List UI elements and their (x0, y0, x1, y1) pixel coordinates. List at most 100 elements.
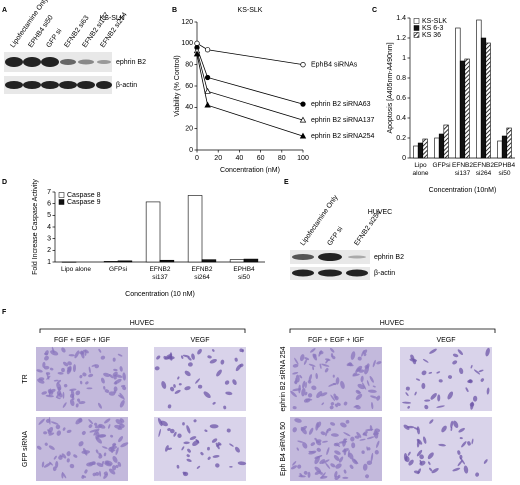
cell (343, 469, 347, 474)
row-label: ephrin B2 siRNA 254 (280, 346, 287, 411)
cell (61, 471, 67, 479)
cell (94, 422, 98, 426)
cell (408, 459, 414, 466)
cell (437, 394, 441, 402)
cell (79, 380, 83, 385)
column-label: FGF + EGF + IGF (308, 337, 364, 344)
cell (329, 405, 334, 410)
cell (72, 364, 76, 373)
cell (340, 422, 347, 428)
bar (434, 137, 440, 159)
cell (467, 441, 471, 446)
group-label: HUVEC (380, 320, 405, 327)
bar (459, 60, 466, 159)
cell (212, 349, 215, 352)
cell (101, 446, 108, 449)
cell (365, 474, 369, 479)
cell (359, 438, 366, 441)
cell (316, 421, 322, 428)
cell (347, 449, 350, 458)
cell (453, 420, 459, 428)
cell (354, 404, 361, 410)
cell (62, 391, 65, 399)
cell (372, 359, 376, 368)
cell (307, 471, 311, 478)
cell (98, 423, 106, 429)
cell (103, 372, 111, 377)
cell (53, 455, 57, 460)
cell (86, 387, 93, 390)
cell (349, 464, 354, 469)
cell (101, 460, 104, 466)
cell (361, 382, 367, 390)
cell (186, 454, 190, 458)
cell (43, 431, 48, 435)
point (204, 74, 211, 81)
cell (47, 389, 54, 395)
cell (108, 424, 111, 429)
legend-label: Caspase 8 (67, 192, 101, 199)
cell (160, 420, 168, 427)
cell (458, 367, 464, 375)
cell (363, 349, 368, 354)
cell (189, 436, 197, 440)
point (300, 101, 306, 107)
cell (429, 467, 433, 472)
legend-label: KS-SLK (422, 18, 447, 25)
cell (186, 458, 192, 462)
cell (305, 398, 313, 401)
cell (294, 357, 299, 365)
cell (421, 382, 426, 390)
cell (409, 358, 418, 362)
bar (443, 124, 449, 159)
band-label: β-actin (374, 270, 395, 277)
y-tick-label: 7 (47, 189, 51, 196)
y-tick-label: 20 (185, 126, 193, 133)
cell (187, 356, 192, 361)
cell (299, 473, 303, 477)
cell (448, 375, 453, 379)
cell (310, 442, 315, 446)
cell (229, 443, 234, 447)
cell (215, 463, 220, 468)
cell (450, 420, 454, 429)
cell (57, 372, 64, 375)
cell (483, 459, 488, 464)
cell (82, 372, 87, 377)
cell (308, 427, 314, 435)
cell (176, 464, 180, 469)
cell (370, 395, 378, 399)
cell (352, 373, 360, 377)
cell (422, 436, 427, 444)
cell (109, 449, 116, 452)
cell (73, 454, 78, 458)
cell (485, 347, 490, 357)
cell (84, 350, 87, 356)
y-tick-label: 0 (189, 147, 193, 154)
cell (53, 379, 59, 382)
cell (184, 370, 191, 377)
cell (407, 405, 410, 409)
cell (234, 446, 240, 453)
cell (200, 451, 204, 456)
line (196, 53, 304, 137)
cell (38, 377, 45, 381)
cell (68, 354, 75, 357)
cell (183, 441, 190, 445)
cell (424, 399, 431, 402)
cell (104, 389, 110, 393)
cell (361, 450, 365, 454)
cell (436, 371, 441, 374)
cell (350, 351, 356, 360)
cell (333, 442, 340, 447)
chart-title: KS-SLK (238, 7, 263, 14)
cell (326, 429, 329, 433)
cell (229, 465, 233, 468)
cell (118, 394, 123, 399)
cell (117, 353, 123, 357)
cell (374, 449, 379, 455)
cell (461, 441, 467, 448)
legend-swatch (58, 192, 65, 198)
cell (234, 357, 238, 362)
